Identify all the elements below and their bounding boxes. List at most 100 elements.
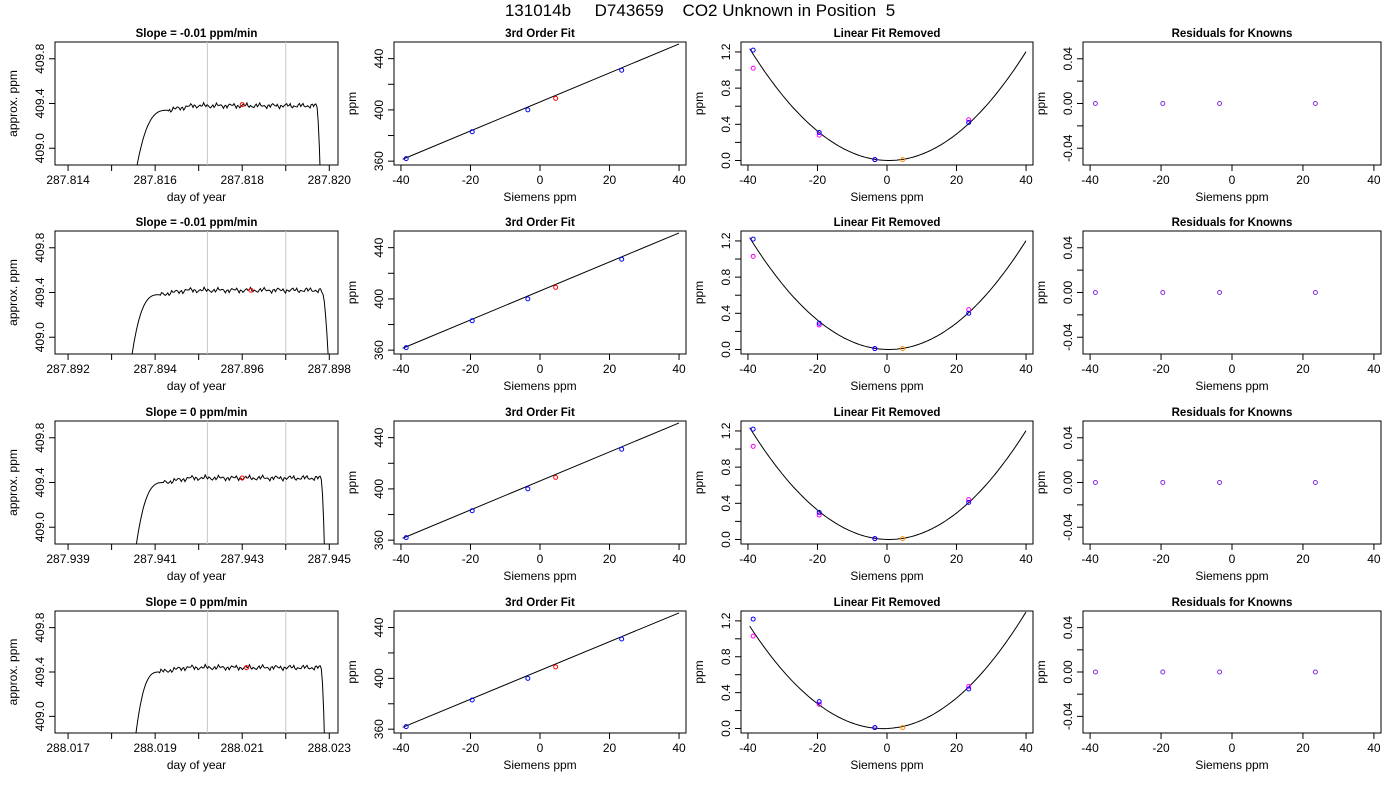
plot-area bbox=[402, 612, 680, 730]
plot-frame bbox=[740, 420, 1034, 545]
x-axis-label: Siemens ppm bbox=[503, 190, 576, 204]
panel-title: Slope = -0.01 ppm/min bbox=[136, 217, 258, 229]
residual-point bbox=[1217, 101, 1223, 106]
known-point-blue bbox=[750, 236, 756, 242]
y-tick-label: 360 bbox=[372, 340, 386, 360]
x-tick-label: -40 bbox=[1081, 552, 1099, 566]
known-point-blue bbox=[816, 320, 822, 326]
x-axis-label: day of year bbox=[167, 758, 226, 772]
known-point-magenta bbox=[966, 117, 972, 123]
known-point bbox=[619, 67, 625, 73]
x-tick-label: -40 bbox=[392, 362, 410, 376]
y-tick-label: 1.2 bbox=[719, 43, 733, 60]
unknown-marker bbox=[239, 102, 245, 108]
panel-title: Linear Fit Removed bbox=[834, 28, 941, 40]
y-axis-label: ppm bbox=[1034, 660, 1048, 683]
plot-area bbox=[402, 422, 680, 541]
x-tick-label: 20 bbox=[950, 552, 964, 566]
figure-title: 131014b D743659 CO2 Unknown in Position … bbox=[504, 1, 896, 20]
x-axis-label: Siemens ppm bbox=[1195, 379, 1268, 393]
y-tick-label: 0.8 bbox=[719, 79, 733, 96]
y-axis-label: approx. ppm bbox=[6, 449, 20, 516]
y-tick-label: 0.00 bbox=[1061, 660, 1075, 684]
x-tick-label: 20 bbox=[603, 173, 617, 187]
plot-area bbox=[135, 421, 325, 544]
x-tick-label: 20 bbox=[603, 362, 617, 376]
known-point-blue bbox=[872, 346, 878, 352]
trace-line bbox=[131, 286, 329, 354]
y-axis-label: ppm bbox=[345, 660, 359, 683]
x-tick-label: -20 bbox=[809, 173, 827, 187]
residual-point bbox=[1217, 290, 1223, 295]
panel-title: 3rd Order Fit bbox=[505, 407, 575, 419]
x-tick-label: 287.943 bbox=[221, 552, 265, 566]
residual-point bbox=[1160, 480, 1166, 485]
residual-point bbox=[1160, 101, 1166, 106]
known-point-magenta bbox=[750, 253, 756, 259]
known-point bbox=[525, 296, 531, 302]
x-tick-label: 20 bbox=[950, 741, 964, 755]
known-point-magenta bbox=[816, 322, 822, 328]
known-point bbox=[525, 675, 531, 681]
y-tick-label: 409.0 bbox=[33, 133, 47, 163]
y-axis-label: ppm bbox=[345, 281, 359, 304]
y-tick-label: 409.8 bbox=[33, 422, 47, 452]
x-tick-label: -40 bbox=[392, 552, 410, 566]
y-axis-label: ppm bbox=[692, 92, 706, 115]
plot-area bbox=[1092, 480, 1318, 485]
y-tick-label: -0.04 bbox=[1061, 323, 1075, 351]
y-axis-label: ppm bbox=[345, 92, 359, 115]
y-tick-label: 0.0 bbox=[719, 720, 733, 737]
known-point-magenta bbox=[750, 633, 756, 639]
panel-title: 3rd Order Fit bbox=[505, 217, 575, 229]
x-tick-label: 288.021 bbox=[221, 741, 265, 755]
panel-r3-c3: Residuals for Knowns Siemens ppm ppm -40 -20… bbox=[1034, 597, 1382, 772]
known-point bbox=[403, 535, 409, 541]
x-axis-label: day of year bbox=[167, 379, 226, 393]
known-point bbox=[619, 446, 625, 452]
panel-r3-c2: Linear Fit Removed Siemens ppm ppm -40 -20 0 2… bbox=[692, 597, 1034, 772]
x-tick-label: -20 bbox=[809, 362, 827, 376]
y-tick-label: -0.04 bbox=[1061, 513, 1075, 541]
y-tick-label: -0.04 bbox=[1061, 134, 1075, 162]
y-tick-label: 440 bbox=[372, 427, 386, 447]
plot-frame bbox=[54, 420, 339, 545]
y-tick-label: 400 bbox=[372, 479, 386, 499]
plot-area bbox=[402, 232, 680, 351]
x-tick-label: -20 bbox=[462, 362, 480, 376]
x-axis-label: Siemens ppm bbox=[503, 569, 576, 583]
x-tick-label: 0 bbox=[1229, 741, 1236, 755]
y-tick-label: 0.0 bbox=[719, 341, 733, 358]
y-axis-label: ppm bbox=[692, 660, 706, 683]
known-point-magenta bbox=[750, 443, 756, 449]
known-point bbox=[403, 724, 409, 730]
known-point-magenta bbox=[750, 65, 756, 71]
unknown-point bbox=[900, 725, 906, 731]
residual-point bbox=[1160, 290, 1166, 295]
x-tick-label: 0 bbox=[537, 362, 544, 376]
panel-r1-c0: Slope = -0.01 ppm/min day of year approx. … bbox=[6, 217, 351, 393]
unknown-point bbox=[900, 536, 906, 542]
panel-title: Linear Fit Removed bbox=[834, 217, 941, 229]
x-tick-label: 0 bbox=[1229, 362, 1236, 376]
plot-area bbox=[402, 43, 680, 162]
y-tick-label: 0.4 bbox=[719, 305, 733, 322]
known-point bbox=[469, 318, 475, 324]
y-tick-label: 409.8 bbox=[33, 43, 47, 73]
known-point bbox=[619, 636, 625, 642]
x-tick-label: -40 bbox=[739, 173, 757, 187]
y-tick-label: 409.4 bbox=[33, 657, 47, 687]
x-axis-label: Siemens ppm bbox=[1195, 190, 1268, 204]
panel-r0-c2: Linear Fit Removed Siemens ppm ppm -40 -20 0 2… bbox=[692, 28, 1034, 204]
fit-line bbox=[402, 612, 680, 728]
x-axis-label: Siemens ppm bbox=[503, 379, 576, 393]
residual-point bbox=[1092, 290, 1098, 295]
unknown-point bbox=[900, 346, 906, 352]
y-axis-label: ppm bbox=[1034, 281, 1048, 304]
fit-curve bbox=[749, 427, 1027, 540]
unknown-point bbox=[553, 95, 559, 101]
x-tick-label: 0 bbox=[884, 552, 891, 566]
plot-frame bbox=[1082, 230, 1382, 355]
x-tick-label: 40 bbox=[672, 173, 686, 187]
fit-line bbox=[402, 43, 680, 160]
